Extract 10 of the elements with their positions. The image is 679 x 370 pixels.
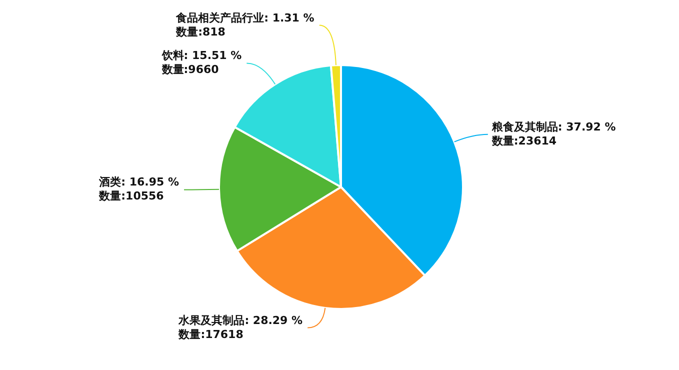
- pie-slice: [218, 126, 342, 252]
- slice-label: 饮料: 15.51 % 数量:9660: [160, 49, 242, 76]
- slice-label: 酒类: 16.95 % 数量:10556: [98, 176, 180, 203]
- pie-slice: [330, 64, 342, 188]
- pie-slice: [234, 64, 342, 188]
- pie-slice: [236, 186, 426, 310]
- slice-label: 水果及其制品: 28.29 % 数量:17618: [178, 314, 303, 341]
- slice-label: 食品相关产品行业: 1.31 % 数量:818: [175, 11, 314, 38]
- pie-slice: [340, 64, 464, 277]
- slice-label: 粮食及其制品: 37.92 % 数量:23614: [490, 120, 616, 148]
